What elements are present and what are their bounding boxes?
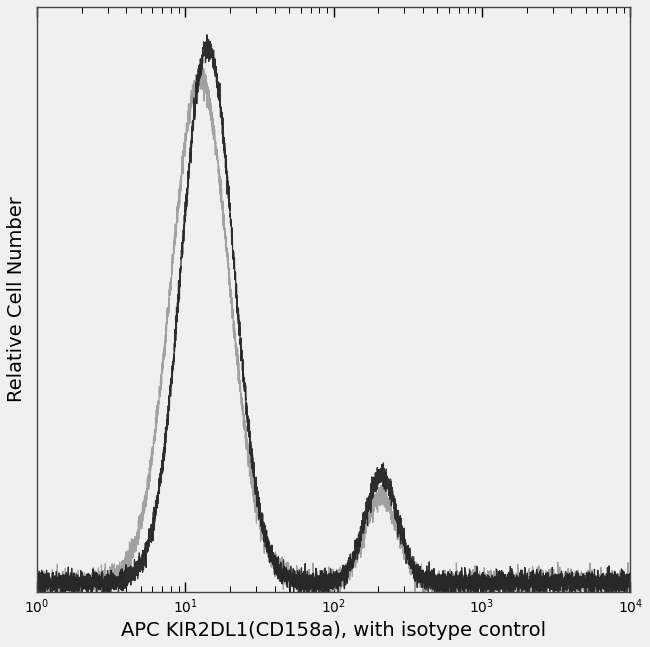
Y-axis label: Relative Cell Number: Relative Cell Number [7, 197, 26, 402]
X-axis label: APC KIR2DL1(CD158a), with isotype control: APC KIR2DL1(CD158a), with isotype contro… [121, 621, 546, 640]
